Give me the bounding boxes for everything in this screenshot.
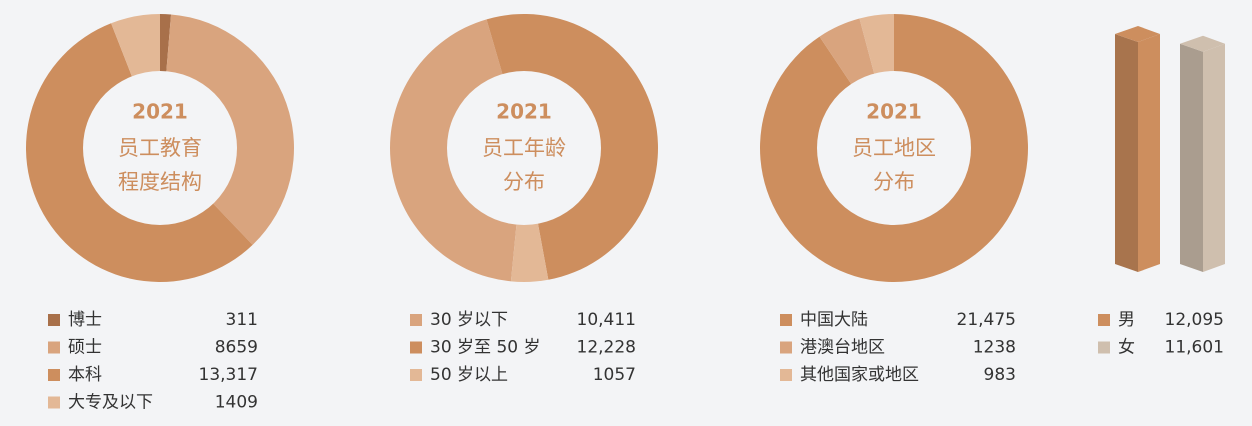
- center-text: 分布: [503, 170, 545, 194]
- legend-value: 1238: [973, 338, 1016, 358]
- center-text: 员工年龄: [482, 136, 566, 160]
- center-text: 2021: [866, 100, 922, 124]
- legend-swatch: [780, 369, 792, 381]
- legend-swatch: [48, 314, 60, 326]
- legend-swatch: [48, 369, 60, 381]
- legend-value: 13,317: [199, 365, 258, 385]
- center-text: 员工教育: [118, 136, 202, 160]
- legend-swatch: [410, 314, 422, 326]
- legend-label: 港澳台地区: [800, 338, 885, 358]
- pillar-top: [1115, 26, 1160, 42]
- legend-value: 12,228: [577, 338, 636, 358]
- legend-label: 硕士: [68, 338, 102, 358]
- legend-swatch: [1098, 341, 1110, 354]
- legend-label: 中国大陆: [800, 310, 868, 330]
- pillar-right: [1203, 43, 1225, 273]
- legend-label: 其他国家或地区: [800, 365, 919, 385]
- legend-swatch: [410, 369, 422, 381]
- donut-hole: [817, 71, 971, 225]
- legend-swatch: [780, 341, 792, 354]
- pillar-top: [1180, 35, 1225, 52]
- pillar-right: [1138, 34, 1160, 272]
- legend-value: 8659: [215, 338, 258, 358]
- legend-label: 博士: [68, 310, 102, 330]
- legend-value: 1409: [215, 393, 258, 413]
- legend-label: 30 岁至 50 岁: [430, 338, 540, 358]
- center-text: 程度结构: [118, 170, 202, 194]
- legend-value: 11,601: [1165, 338, 1224, 358]
- legend-swatch: [780, 314, 792, 326]
- legend-value: 10,411: [577, 310, 636, 330]
- center-text: 2021: [132, 100, 188, 124]
- pillar: [1115, 26, 1160, 272]
- legend-value: 983: [984, 365, 1016, 385]
- legend-swatch: [48, 341, 60, 354]
- legend-label: 本科: [68, 365, 102, 385]
- pillar-left: [1115, 34, 1138, 272]
- legend-label: 大专及以下: [68, 393, 153, 413]
- legend-label: 50 岁以上: [430, 365, 508, 385]
- legend-label: 女: [1118, 338, 1135, 358]
- legend-swatch: [410, 341, 422, 354]
- center-text: 2021: [496, 100, 552, 124]
- legend-label: 30 岁以下: [430, 310, 508, 330]
- legend-value: 311: [226, 310, 258, 330]
- legend-value: 1057: [593, 365, 636, 385]
- center-text: 员工地区: [852, 136, 936, 160]
- donut-hole: [447, 71, 601, 225]
- legend-swatch: [48, 396, 60, 409]
- pillar: [1180, 35, 1225, 273]
- pillar-left: [1180, 43, 1203, 273]
- donut-hole: [83, 71, 237, 225]
- legend-value: 21,475: [957, 310, 1016, 330]
- center-text: 分布: [873, 170, 915, 194]
- legend-value: 12,095: [1165, 310, 1224, 330]
- legend-swatch: [1098, 314, 1110, 326]
- legend-label: 男: [1118, 310, 1135, 330]
